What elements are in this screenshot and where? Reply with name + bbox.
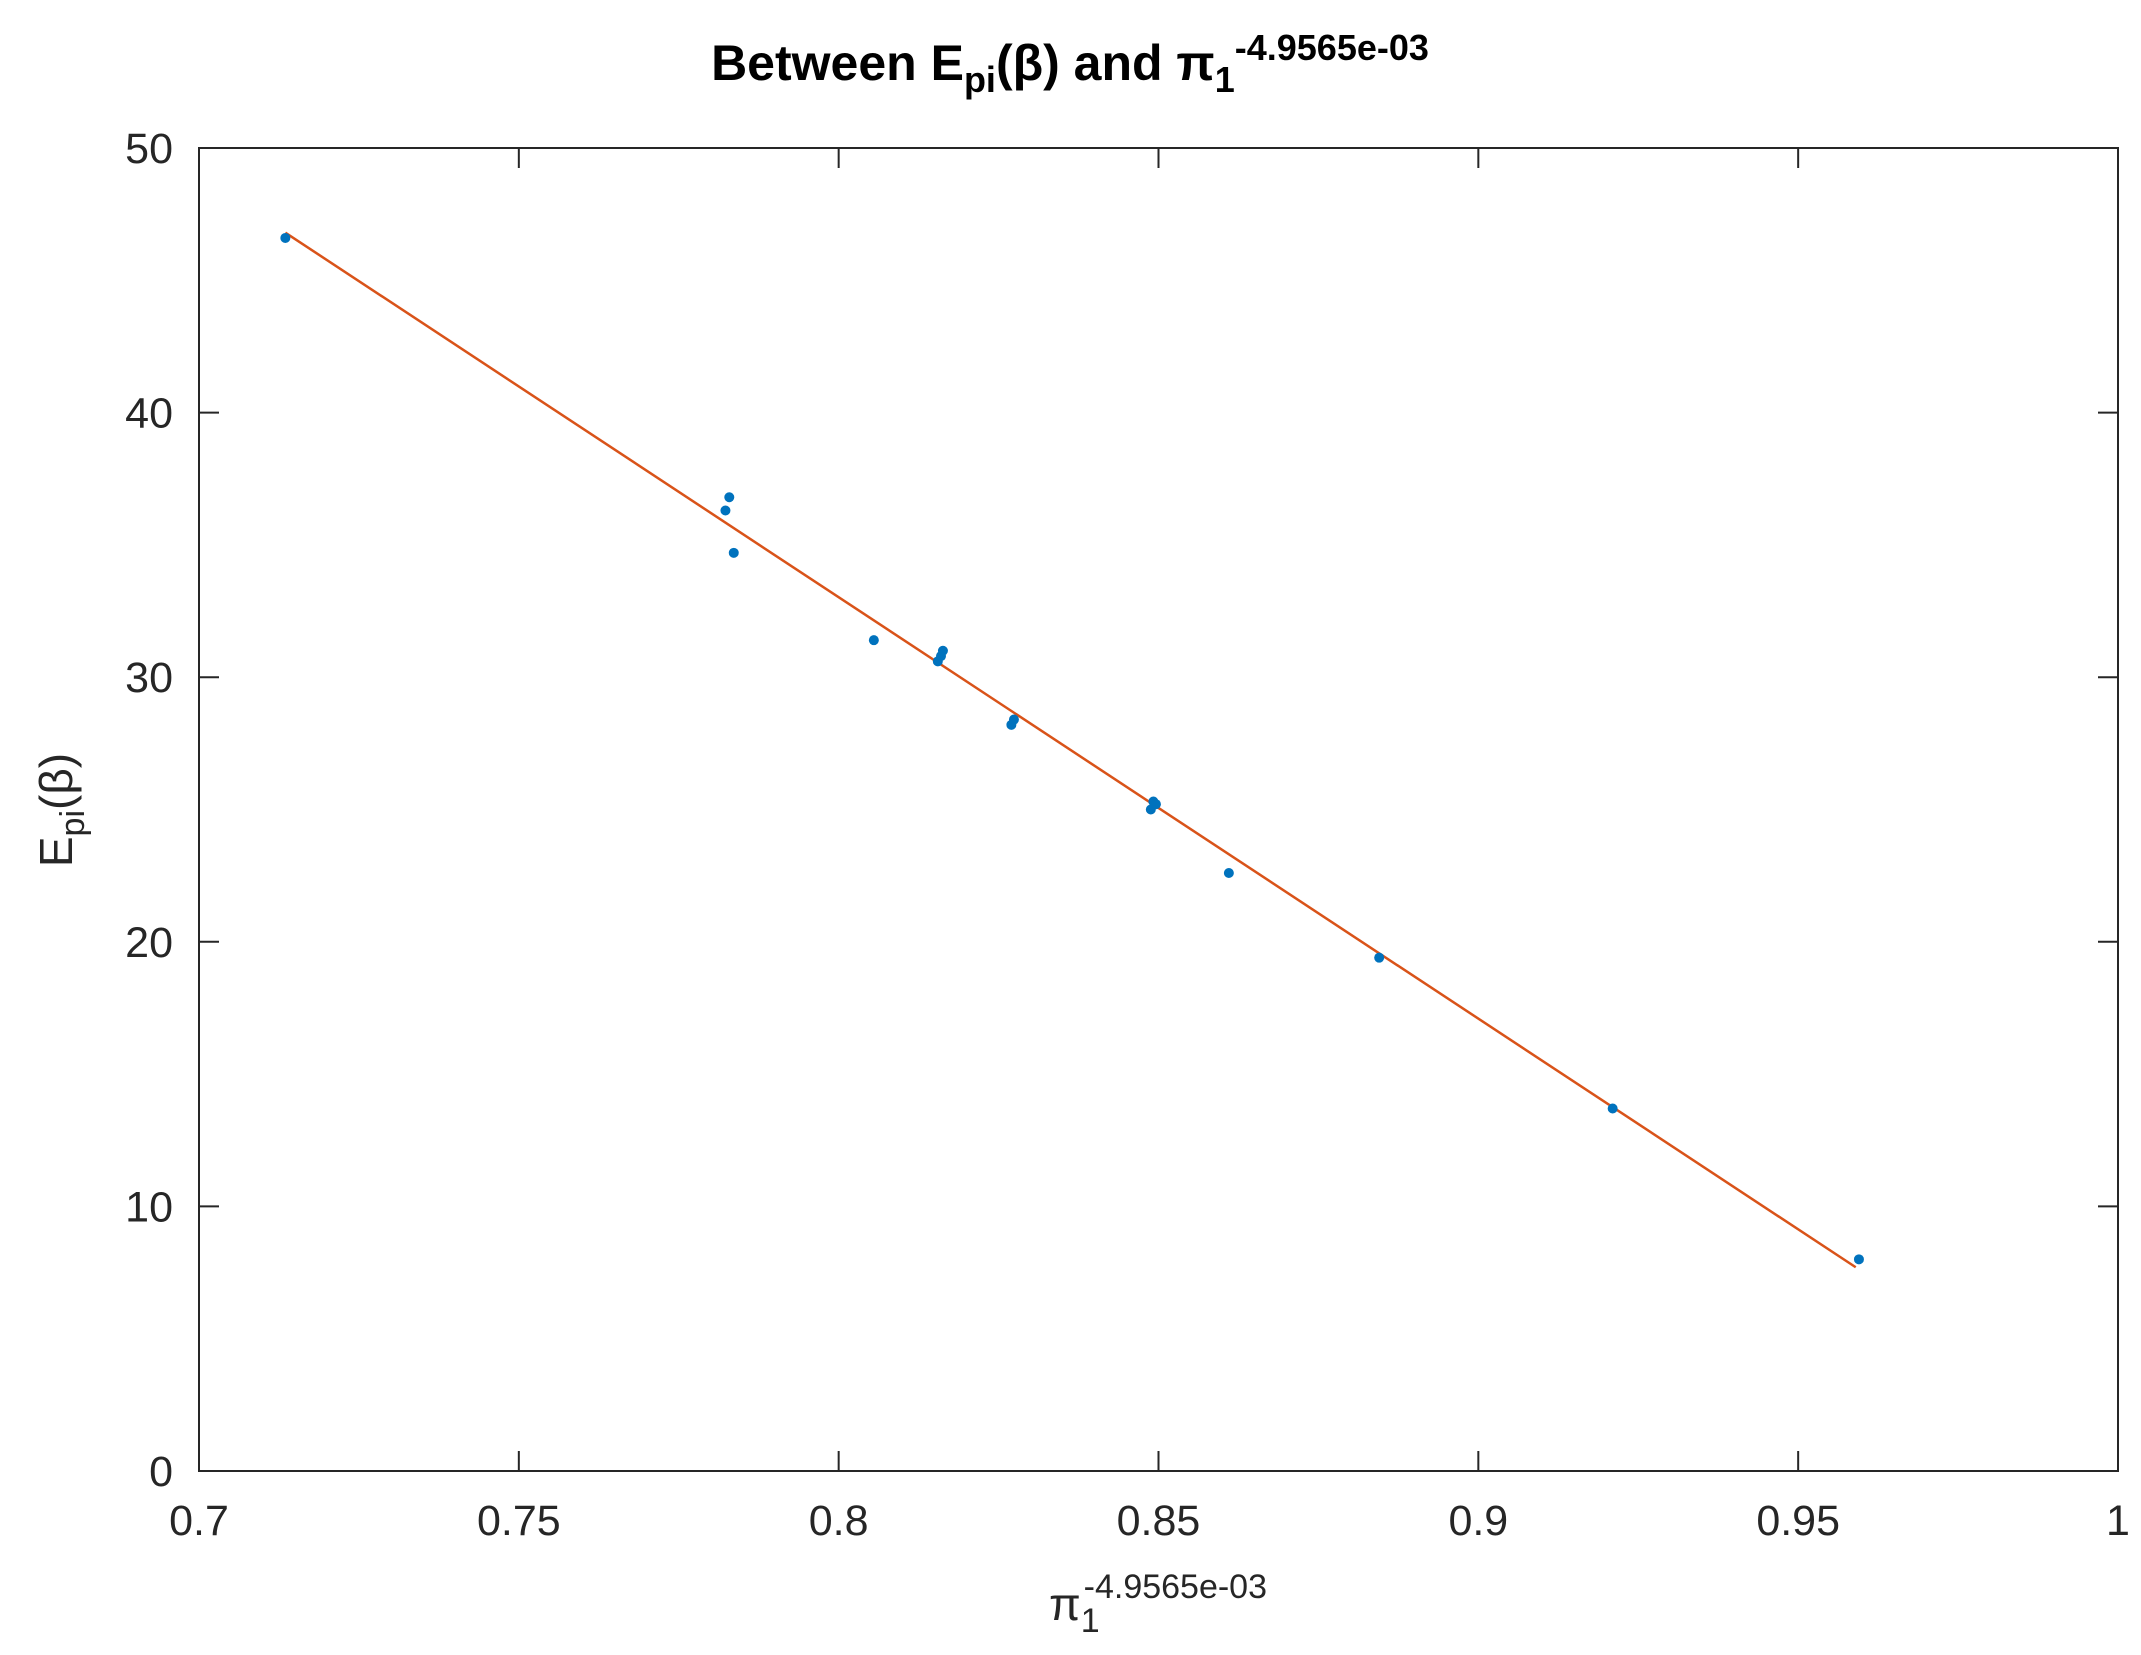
y-tick-label: 20 xyxy=(125,919,173,967)
x-tick-label: 0.7 xyxy=(169,1497,229,1545)
chart-title-sub2: 1 xyxy=(1215,59,1235,100)
fit-line xyxy=(284,231,1857,1269)
data-point xyxy=(1374,952,1385,963)
x-axis-label-sup: -4.9565e-03 xyxy=(1084,1568,1267,1606)
plot-area xyxy=(198,147,2119,1472)
x-tick-label: 0.8 xyxy=(809,1497,869,1545)
data-point xyxy=(1223,868,1234,879)
y-axis-label-rest: (β) xyxy=(30,753,82,810)
chart-title-mid: (β) and π xyxy=(996,35,1215,91)
scatter-points xyxy=(280,232,1864,1265)
chart-title-sup: -4.9565e-03 xyxy=(1235,27,1429,68)
y-tick-label: 50 xyxy=(125,125,173,173)
y-tick-label: 40 xyxy=(125,390,173,438)
chart-title-sub1: pi xyxy=(964,59,996,100)
data-point xyxy=(868,635,879,646)
data-point xyxy=(937,645,948,656)
fit-line-layer xyxy=(284,231,1857,1269)
y-axis-label-base: E xyxy=(30,836,82,867)
chart-title: Between Epi(β) and π1-4.9565e-03 xyxy=(711,27,1429,100)
data-point xyxy=(1607,1103,1618,1114)
data-point xyxy=(280,232,291,243)
x-tick-label: 0.85 xyxy=(1117,1497,1201,1545)
x-axis-label-sub: 1 xyxy=(1081,1602,1100,1640)
x-tick-label: 1 xyxy=(2106,1497,2130,1545)
y-tick-label: 30 xyxy=(125,654,173,702)
y-axis-label-sub: pi xyxy=(54,810,92,836)
x-axis-label: π1-4.9565e-03 xyxy=(1049,1568,1267,1640)
data-point xyxy=(724,492,735,503)
data-point xyxy=(720,505,731,516)
data-point xyxy=(728,547,739,558)
data-point xyxy=(1008,714,1019,725)
x-tick-label: 0.95 xyxy=(1756,1497,1840,1545)
y-tick-label: 0 xyxy=(149,1448,173,1496)
data-point xyxy=(1150,799,1161,810)
chart-title-prefix: Between E xyxy=(711,35,964,91)
x-tick-label: 0.9 xyxy=(1448,1497,1508,1545)
x-axis-label-base: π xyxy=(1049,1578,1081,1630)
y-axis-label: Epi(β) xyxy=(30,753,92,867)
y-tick-label: 10 xyxy=(125,1183,173,1231)
x-tick-label: 0.75 xyxy=(477,1497,561,1545)
data-point xyxy=(1853,1254,1864,1265)
